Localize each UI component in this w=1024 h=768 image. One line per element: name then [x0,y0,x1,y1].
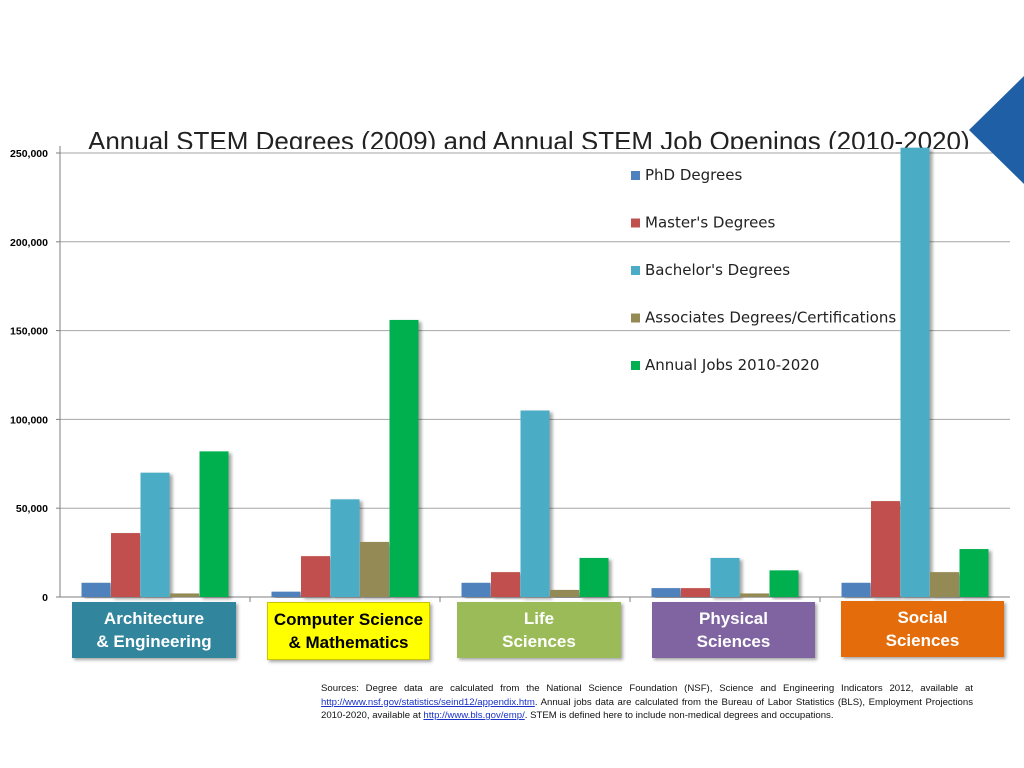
bar-master-s-degrees [871,501,900,597]
chart-title: Annual STEM Degrees (2009) and Annual ST… [88,126,968,149]
legend-swatch-bachelor-s-degrees [631,266,640,275]
bar-master-s-degrees [111,533,140,597]
bar-annual-jobs-2010-2020 [579,557,609,597]
sources-note: Sources: Degree data are calculated from… [321,682,973,723]
bls-link[interactable]: http://www.bls.gov/emp/ [423,710,525,721]
legend-label-annual-jobs-2010-2020: Annual Jobs 2010-2020 [645,356,819,374]
bar-annual-jobs-2010-2020 [199,451,229,597]
category-label: Computer Science & Mathematics [267,602,430,660]
bar-bachelor-s-degrees [900,147,930,597]
bar-phd-degrees [271,591,301,597]
legend-swatch-phd-degrees [631,171,640,180]
y-tick-label: 0 [42,592,48,604]
sources-text-1: Sources: Degree data are calculated from… [321,683,973,694]
bar-phd-degrees [81,582,111,597]
category-label: Life Sciences [457,602,621,658]
bar-bachelor-s-degrees [140,472,170,597]
category-label: Social Sciences [841,601,1004,657]
legend: PhD Degrees Master's Degrees Bachelor's De… [631,166,896,374]
category-label: Architecture & Engineering [72,602,236,658]
legend-swatch-annual-jobs-2010-2020 [631,361,640,370]
bars [81,147,989,597]
legend-label-bachelor-s-degrees: Bachelor's Degrees [645,261,790,279]
bar-bachelor-s-degrees [520,410,550,597]
bar-master-s-degrees [301,556,330,597]
legend-label-master-s-degrees: Master's Degrees [645,214,776,232]
bar-associates-degrees-certifications [930,572,959,597]
bar-phd-degrees [651,588,681,597]
bar-associates-degrees-certifications [360,541,389,597]
y-tick-label: 200,000 [10,237,48,249]
legend-swatch-associates-degrees-certifications [631,313,640,323]
bar-annual-jobs-2010-2020 [959,549,989,597]
y-tick-label: 150,000 [10,326,48,338]
legend-swatch-master-s-degrees [631,218,640,228]
category-label: Physical Sciences [652,602,815,658]
bar-annual-jobs-2010-2020 [389,319,419,597]
sources-text-2: . Annual jobs data are calculated from t… [321,696,973,722]
sources-text-3: . STEM is defined here to include non-me… [524,710,834,721]
bar-bachelor-s-degrees [330,499,360,597]
bar-associates-degrees-certifications [550,589,579,597]
y-tick-label: 50,000 [16,503,48,515]
bar-chart: 0 50,000 100,000 150,000 200,000 250,000 PhD … [10,146,1010,604]
bar-annual-jobs-2010-2020 [769,570,799,597]
bar-phd-degrees [461,582,491,597]
legend-label-phd-degrees: PhD Degrees [645,166,742,184]
bar-associates-degrees-certifications [170,593,199,597]
bar-master-s-degrees [491,572,520,597]
bar-associates-degrees-certifications [740,593,769,597]
bar-bachelor-s-degrees [710,557,740,597]
legend-label-associates-degrees-certifications: Associates Degrees/Certifications [645,309,896,327]
bar-master-s-degrees [681,588,710,597]
bar-phd-degrees [841,582,871,597]
y-tick-label: 100,000 [10,414,48,426]
corner-triangle-icon [969,76,1024,184]
nsf-link[interactable]: http://www.nsf.gov/statistics/seind12/ap… [321,696,535,708]
y-tick-label: 250,000 [10,148,48,160]
